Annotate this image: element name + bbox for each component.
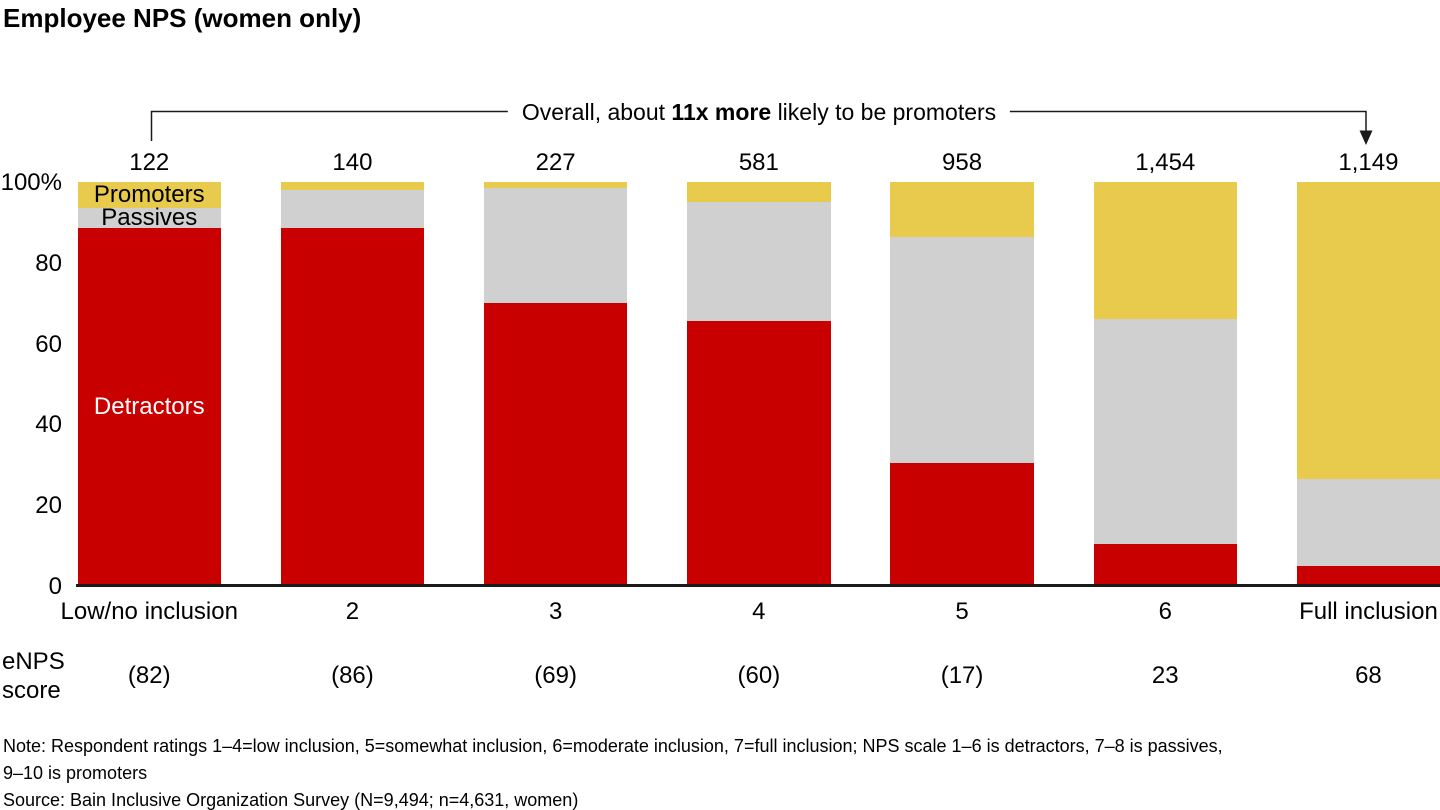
enps-label-line-1: eNPS bbox=[2, 648, 65, 675]
segment-promoters bbox=[1093, 182, 1237, 320]
segment-promoters bbox=[483, 182, 628, 189]
segment-detractors: Detractors bbox=[77, 228, 221, 586]
source-line: Source: Bain Inclusive Organization Surv… bbox=[3, 790, 579, 810]
annotation-text: Overall, about 11x more likely to be pro… bbox=[507, 99, 1011, 126]
y-tick-label: 80 bbox=[35, 249, 62, 277]
enps-score-value: 68 bbox=[1355, 662, 1382, 689]
bar-count: 581 bbox=[738, 149, 779, 176]
stacked-bar bbox=[280, 182, 425, 586]
enps-score-value: (17) bbox=[940, 662, 984, 689]
segment-passives bbox=[890, 236, 1034, 463]
x-axis-label: 2 bbox=[345, 598, 360, 625]
segment-passives bbox=[280, 190, 425, 229]
arrowhead-down-icon bbox=[1359, 130, 1373, 145]
x-axis-label: 4 bbox=[752, 598, 766, 625]
bar-count: 227 bbox=[535, 149, 576, 176]
segment-detractors bbox=[1093, 543, 1237, 586]
x-axis-label: 6 bbox=[1158, 598, 1172, 625]
bracket-arrow bbox=[150, 110, 1373, 145]
segment-passives bbox=[1296, 478, 1440, 566]
segment-promoters bbox=[280, 182, 425, 191]
enps-score-value: (82) bbox=[127, 662, 171, 689]
enps-score-value: (60) bbox=[737, 662, 781, 689]
segment-passives bbox=[1093, 319, 1237, 544]
annotation-bold: 11x more bbox=[671, 99, 772, 125]
enps-score-value: (69) bbox=[534, 662, 577, 689]
bar-count: 140 bbox=[332, 149, 373, 176]
note-line-1: Note: Respondent ratings 1–4=low inclusi… bbox=[3, 736, 1223, 756]
stacked-bar bbox=[1093, 182, 1237, 586]
y-tick-label: 40 bbox=[35, 411, 62, 439]
segment-label-passives: Passives bbox=[101, 204, 198, 232]
footnotes: Note: Respondent ratings 1–4=low inclusi… bbox=[3, 733, 1223, 810]
annotation-prefix: Overall, about bbox=[521, 99, 672, 125]
y-tick-label: 100% bbox=[0, 169, 62, 196]
segment-passives: Passives bbox=[77, 204, 221, 232]
enps-score-value: 23 bbox=[1151, 662, 1179, 689]
x-axis-label: 3 bbox=[548, 598, 563, 625]
segment-passives bbox=[687, 202, 831, 322]
annotation-suffix: likely to be promoters bbox=[771, 99, 997, 125]
note-line-2: 9–10 is promoters bbox=[3, 763, 148, 783]
segment-detractors bbox=[483, 303, 628, 586]
segment-detractors bbox=[890, 462, 1034, 586]
segment-promoters bbox=[1296, 182, 1440, 479]
segment-label-detractors: Detractors bbox=[93, 393, 205, 421]
bar-count: 958 bbox=[942, 149, 983, 176]
segment-promoters bbox=[890, 182, 1034, 237]
stacked-bar bbox=[1296, 182, 1440, 586]
x-axis-line bbox=[76, 584, 1440, 587]
segment-detractors bbox=[1296, 565, 1440, 586]
segment-promoters bbox=[687, 182, 831, 203]
stacked-bar bbox=[890, 182, 1034, 586]
stacked-bar bbox=[687, 182, 831, 586]
bar-count: 1,454 bbox=[1135, 149, 1196, 176]
x-axis-label: 5 bbox=[955, 598, 969, 625]
chart-title: Employee NPS (women only) bbox=[3, 3, 362, 33]
stacked-bar bbox=[483, 182, 628, 586]
bar-count: 1,149 bbox=[1338, 149, 1399, 176]
segment-promoters: Promoters bbox=[77, 181, 221, 209]
bar-count: 122 bbox=[129, 149, 170, 176]
x-axis-label: Low/no inclusion bbox=[60, 598, 238, 625]
enps-label-line-2: score bbox=[2, 677, 61, 704]
segment-detractors bbox=[280, 228, 425, 586]
x-axis-label: Full inclusion bbox=[1299, 598, 1438, 625]
stacked-bar: Promoters Passives Detractors bbox=[77, 181, 221, 586]
segment-label-promoters: Promoters bbox=[93, 181, 205, 209]
y-tick-label: 0 bbox=[48, 573, 62, 600]
segment-passives bbox=[483, 188, 628, 304]
segment-detractors bbox=[687, 321, 831, 586]
y-tick-label: 20 bbox=[35, 492, 62, 520]
enps-score-value: (86) bbox=[331, 662, 374, 689]
y-tick-label: 60 bbox=[35, 330, 62, 358]
enps-score-row-label: eNPS score bbox=[2, 647, 65, 705]
